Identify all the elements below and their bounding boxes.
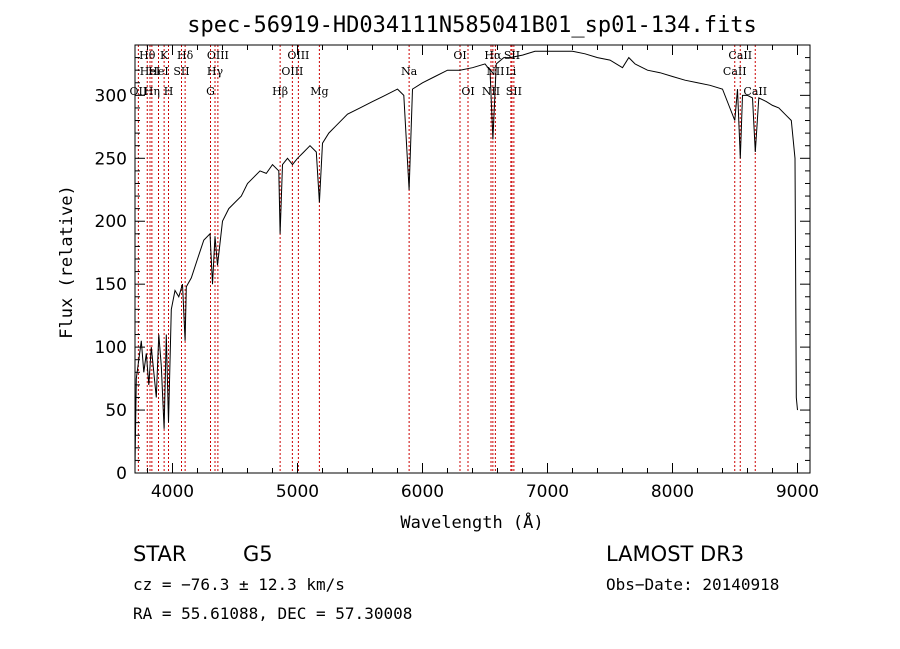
line-label: SII <box>173 65 189 78</box>
x-tick-label: 4000 <box>151 482 194 502</box>
line-label: OII <box>130 85 148 98</box>
line-label: SII <box>506 85 522 98</box>
redshift-value: cz = −76.3 ± 12.3 km/s <box>133 575 345 594</box>
y-tick-label: 0 <box>116 464 127 484</box>
line-label: CaII <box>728 49 752 62</box>
line-label: Hα <box>484 49 502 62</box>
line-label: HeI <box>140 65 160 78</box>
y-axis-label: Flux (relative) <box>57 185 77 339</box>
plot-frame <box>134 44 811 474</box>
y-tick-label: 250 <box>95 149 127 169</box>
spectral-line-labels: OIIHθHeIHηHeIKHSIIHδGHγOIIIHβOIIIOIIIMgN… <box>130 49 768 98</box>
line-label: Mg <box>310 85 328 98</box>
observation-date: Obs−Date: 20140918 <box>606 575 779 594</box>
x-tick-label: 5000 <box>276 482 319 502</box>
object-class: STAR <box>133 542 186 566</box>
line-label: CaII <box>723 65 747 78</box>
y-tick-label: 200 <box>95 212 127 232</box>
line-label: HeI <box>148 65 168 78</box>
line-label: Na <box>401 65 418 78</box>
line-label: OIII <box>207 49 229 62</box>
line-label: OIII <box>281 65 303 78</box>
x-tick-label: 6000 <box>401 482 444 502</box>
line-label: OIII <box>287 49 309 62</box>
x-tick-label: 9000 <box>776 482 819 502</box>
x-tick-label: 7000 <box>526 482 569 502</box>
line-label: G <box>206 85 215 98</box>
x-axis-label: Wavelength (Å) <box>400 511 543 533</box>
survey-name: LAMOST DR3 <box>606 542 744 566</box>
line-label: Hγ <box>207 65 224 78</box>
line-label: Hβ <box>272 85 288 98</box>
y-tick-label: 100 <box>95 338 127 358</box>
y-tick-label: 150 <box>95 275 127 295</box>
x-tick-label: 8000 <box>651 482 694 502</box>
line-label: CaII <box>743 85 767 98</box>
line-label: Li <box>505 65 516 78</box>
line-label: H <box>164 85 174 98</box>
chart-title: spec-56919-HD034111N585041B01_sp01-134.f… <box>187 13 757 38</box>
x-axis-ticks: 4000 5000 6000 7000 8000 9000 <box>147 45 819 502</box>
y-tick-label: 50 <box>105 401 127 421</box>
line-label: OI <box>461 85 474 98</box>
line-label: Hη <box>144 85 160 98</box>
line-label: SII <box>504 49 520 62</box>
line-label: Hδ <box>177 49 194 62</box>
sky-coordinates: RA = 55.61088, DEC = 57.30008 <box>133 604 412 623</box>
line-label: NII <box>486 65 504 78</box>
spectral-line-markers <box>137 45 756 473</box>
line-label: Hθ <box>139 49 156 62</box>
spectrum-line <box>134 50 798 467</box>
line-label: OI <box>453 49 466 62</box>
y-tick-label: 300 <box>95 86 127 106</box>
y-axis-ticks: 0 50 100 150 200 250 300 <box>95 57 810 484</box>
object-subclass: G5 <box>243 542 273 566</box>
line-label: K <box>160 49 169 62</box>
